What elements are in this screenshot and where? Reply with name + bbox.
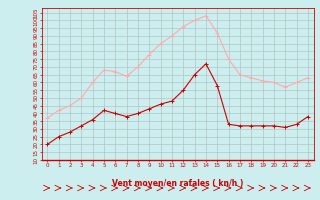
X-axis label: Vent moyen/en rafales ( kn/h ): Vent moyen/en rafales ( kn/h ): [112, 179, 243, 188]
